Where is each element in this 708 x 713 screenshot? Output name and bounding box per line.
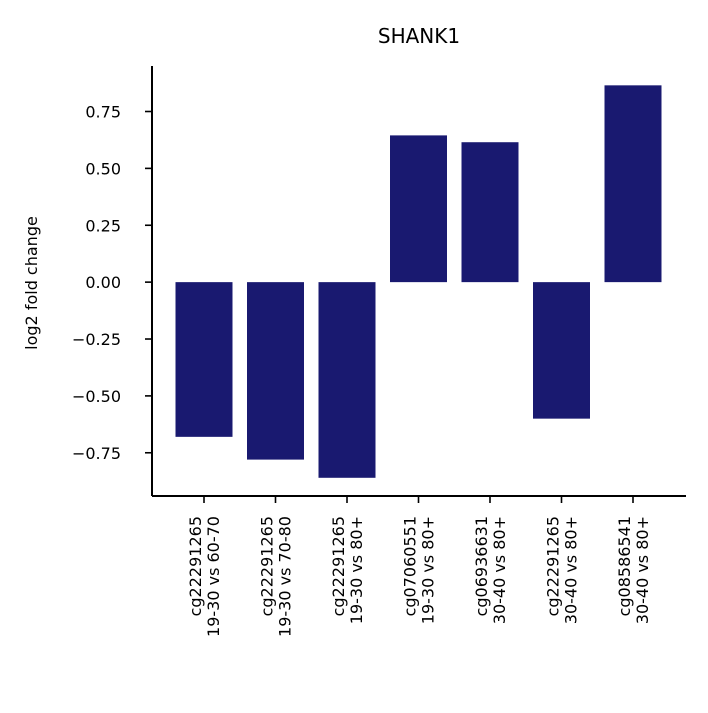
x-tick-label: cg22291265 xyxy=(329,516,348,616)
x-tick-label: 30-40 vs 80+ xyxy=(633,516,652,624)
y-tick-label: 0.25 xyxy=(85,216,121,235)
bar-6 xyxy=(533,282,590,419)
y-tick-label: 0.50 xyxy=(85,159,121,178)
y-axis: −0.75 −0.50 −0.25 0.00 0.25 0.50 0.75 xyxy=(72,66,153,496)
bar-1 xyxy=(175,282,233,437)
x-tick-label: 19-30 vs 80+ xyxy=(419,516,438,624)
x-tick-label: cg06936631 xyxy=(472,516,491,616)
x-tick-label: 30-40 vs 80+ xyxy=(562,516,581,624)
x-tick-label: cg22291265 xyxy=(186,516,205,616)
x-tick-label: cg22291265 xyxy=(258,516,277,616)
x-tick-label: cg08586541 xyxy=(615,516,634,616)
y-tick-label: 0.00 xyxy=(85,273,121,292)
y-tick-label: −0.50 xyxy=(72,387,121,406)
bar-2 xyxy=(247,282,304,460)
x-axis: cg22291265 19-30 vs 60-70 cg22291265 19-30 … xyxy=(152,495,686,637)
x-tick-label: cg07060551 xyxy=(401,516,420,616)
chart-title: SHANK1 xyxy=(378,24,460,48)
bar-4 xyxy=(390,135,447,283)
y-tick-label: 0.75 xyxy=(85,103,121,122)
bars-group xyxy=(175,85,662,478)
x-tick-label: 19-30 vs 70-80 xyxy=(276,516,295,637)
y-tick-label: −0.25 xyxy=(72,330,121,349)
bar-7 xyxy=(604,85,662,283)
x-tick-label: 30-40 vs 80+ xyxy=(490,516,509,624)
bar-3 xyxy=(318,282,376,478)
x-tick-label: 19-30 vs 60-70 xyxy=(204,516,223,637)
x-tick-label: 19-30 vs 80+ xyxy=(347,516,366,624)
bar-5 xyxy=(461,142,519,283)
x-tick-label: cg22291265 xyxy=(544,516,563,616)
y-tick-label: −0.75 xyxy=(72,444,121,463)
y-axis-label: log2 fold change xyxy=(22,216,41,350)
